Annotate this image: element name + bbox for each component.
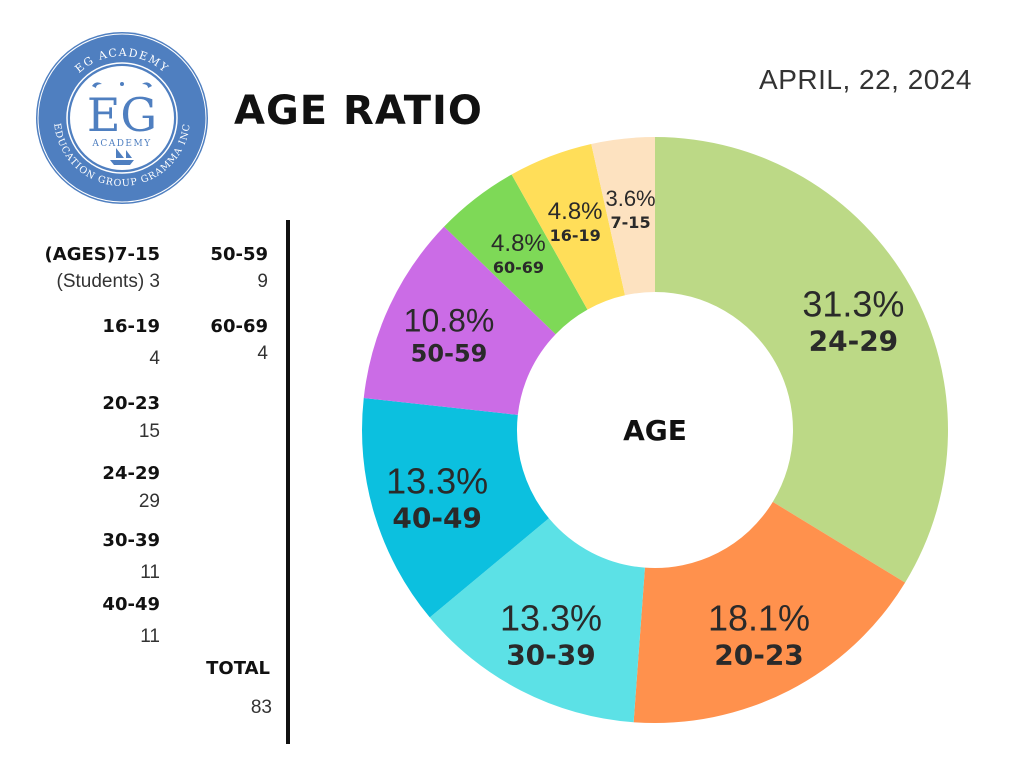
logo-monogram: EG (87, 88, 157, 142)
total-value: 83 (250, 697, 272, 718)
age-group-value-24-29: 29 (138, 491, 160, 512)
slice-range-label-50-59: 50-59 (411, 339, 488, 367)
age-group-label-16-19: 16-19 (102, 316, 160, 337)
page-title: AGE RATIO (234, 88, 483, 134)
ship-icon (110, 148, 134, 165)
donut-slice-24-29 (655, 137, 948, 583)
slice-percent-label-40-49: 13.3% (386, 461, 488, 502)
age-donut-chart: 31.3%24-2918.1%20-2313.3%30-3913.3%40-49… (362, 137, 948, 724)
slice-range-label-24-29: 24-29 (809, 325, 899, 358)
age-group-label-50-59: 50-59 (210, 244, 268, 265)
age-group-label-40-49: 40-49 (102, 594, 160, 615)
donut-slice-30-39 (429, 518, 645, 723)
slice-percent-label-30-39: 13.3% (500, 597, 602, 638)
donut-slice-7-15 (591, 137, 655, 296)
donut-slice-16-19 (511, 144, 625, 310)
eg-academy-logo: EG ACADEMY EDUCATION GROUP GRAMMA INC EG… (36, 32, 208, 204)
age-group-value-20-23: 15 (138, 421, 160, 442)
slice-percent-label-16-19: 4.8% (548, 198, 603, 225)
age-group-value-7-15: (Students) 3 (56, 271, 161, 292)
age-group-value-30-39: 11 (140, 562, 160, 583)
age-group-label-20-23: 20-23 (102, 393, 160, 414)
slice-percent-label-20-23: 18.1% (708, 597, 810, 638)
slice-percent-label-7-15: 3.6% (605, 186, 655, 211)
age-group-value-40-49: 11 (140, 626, 160, 647)
age-group-label-30-39: 30-39 (102, 530, 160, 551)
donut-slice-50-59 (363, 226, 556, 415)
slice-range-label-16-19: 16-19 (550, 226, 601, 245)
age-group-label-24-29: 24-29 (102, 463, 160, 484)
age-group-label-60-69: 60-69 (210, 316, 268, 337)
slice-percent-label-60-69: 4.8% (491, 230, 546, 257)
table-divider (286, 220, 290, 744)
donut-slice-40-49 (362, 397, 549, 618)
donut-center-label: AGE (623, 414, 687, 447)
slice-range-label-40-49: 40-49 (392, 502, 482, 535)
report-date: APRIL, 22, 2024 (759, 64, 972, 95)
logo-sub: ACADEMY (91, 139, 151, 149)
slice-range-label-20-23: 20-23 (714, 638, 804, 671)
age-group-value-50-59: 9 (257, 271, 268, 292)
slice-range-label-7-15: 7-15 (611, 213, 651, 232)
donut-slice-20-23 (633, 501, 906, 724)
total-label: TOTAL (206, 658, 270, 679)
donut-slice-60-69 (444, 174, 588, 335)
slice-range-label-60-69: 60-69 (493, 258, 544, 277)
age-group-label-7-15: (AGES)7-15 (44, 244, 160, 265)
slice-percent-label-24-29: 31.3% (802, 284, 904, 325)
slice-range-label-30-39: 30-39 (506, 638, 596, 671)
slice-percent-label-50-59: 10.8% (404, 302, 495, 338)
age-group-value-16-19: 4 (149, 348, 160, 369)
age-group-value-60-69: 4 (257, 343, 268, 364)
